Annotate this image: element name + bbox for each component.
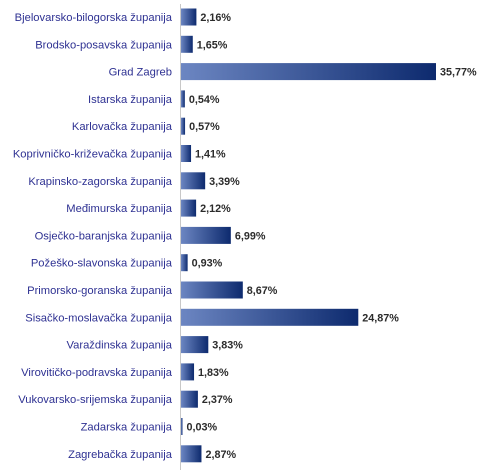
bar (181, 363, 195, 381)
value-label: 0,57% (189, 121, 220, 133)
category-label: Varaždinska županija (66, 340, 172, 352)
bar (181, 90, 185, 108)
bar (181, 35, 193, 53)
value-label: 2,12% (200, 203, 231, 215)
bar (181, 445, 202, 463)
category-label: Krapinsko-zagorska županija (28, 176, 172, 188)
bar (181, 117, 186, 135)
value-label: 1,65% (197, 39, 228, 51)
bar (181, 390, 198, 408)
bar (181, 226, 231, 244)
value-label: 1,83% (198, 367, 229, 379)
value-label: 1,41% (195, 149, 226, 161)
value-label: 6,99% (235, 230, 266, 242)
value-label: 3,83% (212, 340, 243, 352)
value-label: 0,03% (187, 422, 218, 434)
bar (181, 172, 206, 190)
category-label: Zagrebačka županija (68, 449, 173, 461)
bar (181, 63, 436, 81)
bar (181, 254, 188, 272)
value-label: 0,93% (192, 258, 223, 270)
category-label: Osječko-baranjska županija (35, 230, 173, 242)
category-label: Brodsko-posavska županija (35, 39, 173, 51)
value-label: 24,87% (362, 312, 399, 324)
category-label: Koprivničko-križevačka županija (13, 149, 173, 161)
category-label: Karlovačka županija (72, 121, 173, 133)
value-label: 3,39% (209, 176, 240, 188)
category-label: Grad Zagreb (109, 67, 172, 79)
bar (181, 308, 359, 326)
category-label: Međimurska županija (66, 203, 172, 215)
value-label: 35,77% (440, 67, 477, 79)
value-label: 2,87% (205, 449, 236, 461)
category-label: Bjelovarsko-bilogorska županija (15, 12, 173, 24)
category-label: Istarska županija (88, 94, 173, 106)
bar (181, 281, 243, 299)
bar (181, 418, 183, 435)
category-label: Sisačko-moslavačka županija (25, 312, 173, 324)
value-label: 2,16% (200, 12, 231, 24)
value-label: 0,54% (189, 94, 220, 106)
category-label: Vukovarsko-srijemska županija (18, 394, 173, 406)
bar (181, 145, 192, 162)
bar (181, 199, 197, 217)
bars-group: Bjelovarsko-bilogorska županija 2,16% Brod… (13, 8, 477, 463)
category-label: Virovitičko-podravska županija (21, 367, 173, 379)
bar (181, 8, 197, 26)
value-label: 2,37% (202, 394, 233, 406)
bar (181, 336, 209, 354)
category-label: Zadarska županija (81, 422, 173, 434)
category-label: Požeško-slavonska županija (31, 258, 173, 270)
value-label: 8,67% (247, 285, 278, 297)
category-label: Primorsko-goranska županija (27, 285, 173, 297)
